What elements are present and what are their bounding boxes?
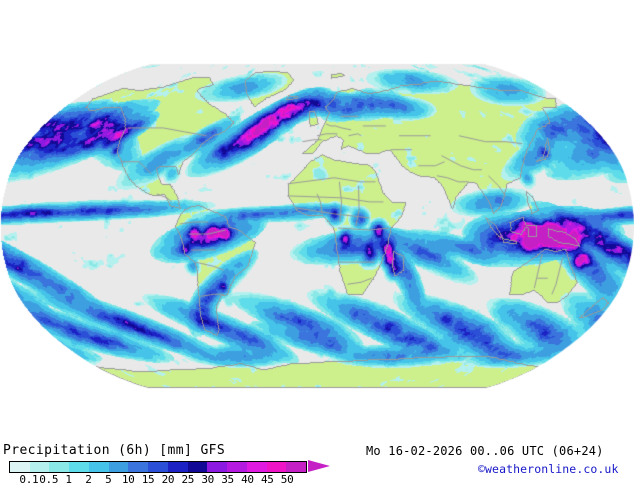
colorbar-tick-10: 10: [121, 473, 135, 486]
colorbar-tick-45: 45: [260, 473, 274, 486]
colorbar-swatch-14: [286, 462, 307, 472]
chart-title: Precipitation (6h) [mm] GFS: [3, 443, 226, 458]
colorbar-tick-2: 2: [85, 473, 92, 486]
copyright-label: ©weatheronline.co.uk: [478, 462, 619, 476]
colorbar-tick-15: 15: [141, 473, 155, 486]
precipitation-colorbar-legend: 0.1 0.5 1 2 5 10 15 20 25 30 35 40 45 50: [9, 460, 330, 488]
colorbar-swatch-13: [266, 462, 287, 472]
world-precipitation-map: [0, 0, 634, 440]
colorbar-tick-5: 5: [105, 473, 112, 486]
colorbar-tick-25: 25: [181, 473, 195, 486]
colorbar-tick-35: 35: [221, 473, 234, 486]
colorbar-swatches: [9, 461, 307, 473]
colorbar-tick-20: 20: [161, 473, 175, 486]
colorbar-tick-1: 1: [65, 473, 72, 486]
colorbar-swatch-10: [207, 462, 228, 472]
colorbar-swatch-2: [49, 462, 70, 472]
colorbar-swatch-7: [148, 462, 168, 472]
colorbar-tick-0.5: 0.5: [39, 473, 59, 486]
colorbar-swatch-12: [246, 462, 267, 472]
colorbar-swatch-5: [108, 462, 129, 472]
colorbar-swatch-4: [88, 462, 109, 472]
colorbar-over-arrow-icon: [308, 460, 330, 472]
precipitation-map-panel: [0, 0, 634, 440]
colorbar-swatch-3: [69, 462, 89, 472]
colorbar-swatch-1: [29, 462, 50, 472]
colorbar-tick-30: 30: [201, 473, 214, 486]
colorbar-tick-50: 50: [280, 473, 294, 486]
colorbar-swatch-11: [227, 462, 247, 472]
colorbar-tick-labels: 0.1 0.5 1 2 5 10 15 20 25 30 35 40 45 50: [9, 473, 329, 488]
forecast-valid-time: Mo 16-02-2026 00..06 UTC (06+24): [366, 444, 604, 458]
colorbar-swatch-9: [187, 462, 208, 472]
map-footer: Precipitation (6h) [mm] GFS Mo 16-02-202…: [0, 440, 634, 490]
colorbar-swatch-8: [167, 462, 188, 472]
colorbar-tick-40: 40: [241, 473, 254, 486]
colorbar-swatch-6: [128, 462, 149, 472]
colorbar-tick-0.1: 0.1: [19, 473, 39, 486]
colorbar-swatch-0: [10, 462, 30, 472]
